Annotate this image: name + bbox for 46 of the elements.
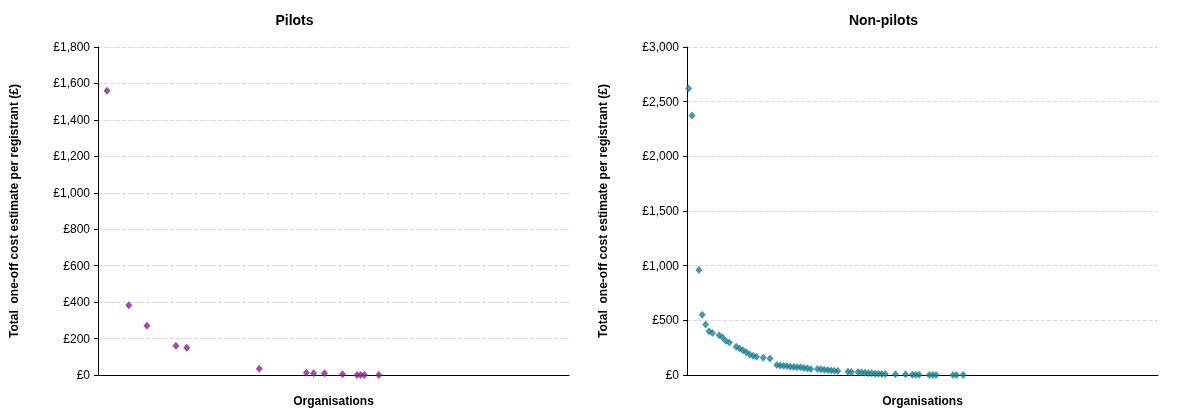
x-axis-title: Organisations	[293, 394, 375, 408]
point	[103, 86, 111, 95]
point	[375, 371, 383, 379]
y-tick-label: £1,000	[642, 258, 680, 273]
point	[255, 364, 263, 373]
x-axis-title: Organisations	[882, 394, 964, 408]
point	[183, 343, 191, 352]
y-tick-label: £1,800	[53, 40, 91, 54]
y-tick-label: £1,500	[642, 204, 680, 218]
point	[807, 364, 815, 373]
y-tick-label: £1,000	[53, 185, 91, 200]
y-tick-label: £2,500	[642, 94, 680, 109]
y-tick-label: £1,600	[53, 76, 91, 91]
point	[702, 320, 710, 329]
y-tick-label: £800	[63, 222, 91, 237]
point	[339, 370, 347, 379]
y-tick-label: £500	[652, 313, 680, 328]
point	[766, 354, 774, 363]
y-tick-label: £0	[76, 368, 91, 382]
y-tick-label: £1,200	[53, 149, 91, 164]
y-axis-title: Total one-off cost estimate per registrant (£)	[596, 84, 610, 338]
chart-title: Non-pilots	[848, 12, 919, 28]
chart-title: Pilots	[275, 12, 314, 28]
point	[320, 369, 328, 378]
y-tick-label: £1,400	[53, 112, 91, 127]
point	[698, 310, 706, 319]
point	[688, 111, 696, 120]
point	[125, 301, 133, 310]
point	[834, 367, 842, 376]
point	[891, 370, 899, 379]
y-tick-label: £2,000	[642, 149, 680, 164]
y-tick-label: £200	[63, 331, 91, 346]
y-axis-title: Total one-off cost estimate per registrant (£)	[7, 84, 21, 338]
point	[143, 321, 151, 330]
point	[759, 353, 767, 362]
y-tick-label: £0	[665, 368, 680, 382]
point	[172, 341, 180, 350]
point	[695, 265, 703, 274]
point	[310, 369, 318, 378]
y-tick-label: £400	[63, 295, 91, 310]
point	[959, 371, 967, 379]
y-tick-label: £600	[63, 258, 91, 273]
point	[302, 368, 310, 377]
point	[902, 370, 910, 379]
point	[685, 84, 693, 93]
y-tick-label: £3,000	[642, 40, 680, 54]
